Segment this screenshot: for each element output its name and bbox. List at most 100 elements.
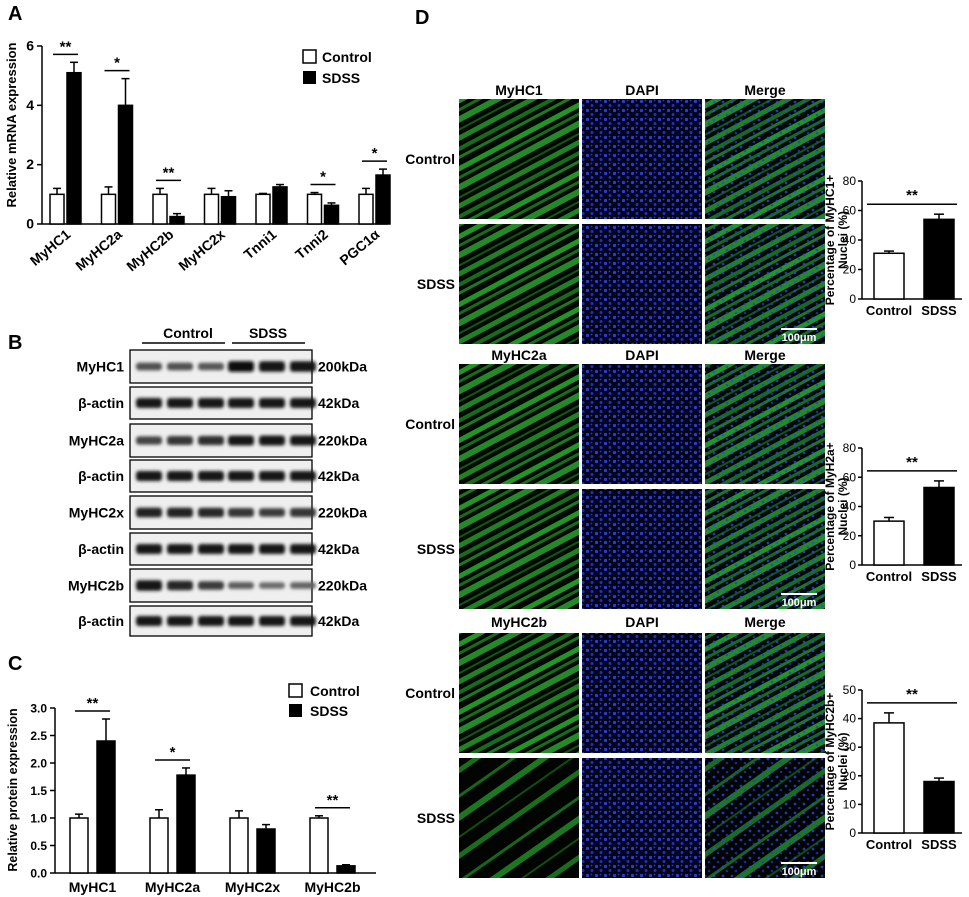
panel-d-green-image — [459, 633, 579, 753]
panel-b-letter: B — [8, 332, 22, 354]
panel-a-category-label: Tnni2 — [292, 226, 331, 262]
panel-c-y-tick-label: 0.5 — [30, 839, 47, 853]
panel-d-column-header: Merge — [744, 347, 785, 363]
panel-a-significance-label: ** — [163, 164, 175, 181]
panel-d-letter: D — [415, 7, 429, 29]
panel-a-legend-control: Control — [322, 49, 372, 65]
panel-d-row-label: SDSS — [417, 810, 455, 826]
panel-c-y-tick-label: 1.0 — [30, 812, 47, 826]
panel-b-band — [198, 362, 224, 371]
panel-a-bar-sdss — [169, 215, 185, 225]
panel-d-green-image — [459, 758, 579, 878]
panel-d-green-image — [459, 224, 579, 344]
panel-b-row-label: MyHC2x — [69, 505, 124, 521]
panel-c-y-tick-label: 2.0 — [30, 757, 47, 771]
panel-d-green-image — [459, 489, 579, 609]
panel-d-chart-y-tick-label: 30 — [843, 740, 857, 754]
panel-d-chart-y-axis-label: Percentage of MyH2a+ — [823, 442, 837, 570]
panel-b-band — [228, 435, 254, 446]
panel-b-band — [259, 397, 285, 409]
panel-a-letter: A — [8, 3, 22, 25]
panel-c: C Relative protein expression 0.0 0.5 1.0 1… — [6, 653, 376, 895]
panel-b-row-label: MyHC2a — [69, 433, 124, 449]
panel-c-bar-sdss — [256, 828, 276, 874]
panel-b-size-label: 42kDa — [318, 613, 359, 629]
panel-b-band — [136, 507, 162, 518]
panel-d-dapi-image — [582, 633, 702, 753]
panel-c-y-tick-label: 2.5 — [30, 729, 47, 743]
panel-d-chart-y-tick-label: 0 — [849, 292, 856, 306]
panel-b: B Control SDSS MyHC1 200kDa β-actin 42kDa My… — [8, 325, 367, 637]
panel-d-chart-y-tick-label: 80 — [843, 441, 857, 455]
panel-d-chart-y-tick-label: 20 — [843, 263, 857, 277]
panel-d-chart-y-tick-label: 20 — [843, 769, 857, 783]
panel-c-y-tick-label: 1.5 — [30, 784, 47, 798]
panel-d-chart-bar-control — [873, 520, 905, 566]
panel-c-significance-label: ** — [87, 695, 99, 712]
panel-b-band — [228, 615, 254, 627]
panel-d-chart-y-axis-label: Nuclei (%) — [836, 211, 850, 269]
panel-b-size-label: 220kDa — [318, 433, 367, 449]
panel-b-size-label: 42kDa — [318, 541, 359, 557]
panel-d-chart-y-tick-label: 40 — [843, 712, 857, 726]
panel-d-chart-bar-sdss — [923, 486, 955, 566]
panel-b-band — [136, 615, 162, 627]
panel-d-green-image — [459, 99, 579, 219]
panel-b-band — [290, 615, 316, 627]
panel-d-chart-y-tick-label: 0 — [849, 558, 856, 572]
panel-b-band — [259, 361, 285, 372]
panel-a-bar-control — [100, 193, 117, 225]
panel-b-band — [167, 397, 193, 409]
panel-a-significance-label: * — [320, 169, 326, 186]
panel-b-band — [136, 397, 162, 409]
panel-d-dapi-image — [582, 224, 702, 344]
panel-d-scale-bar-label: 100μm — [782, 597, 817, 609]
panel-d-chart-significance-label: ** — [906, 187, 918, 204]
panel-d: D MyHC1 DAPI Merge Control SDSS 100μm 0 20 40 60 8… — [405, 7, 962, 878]
panel-b-size-label: 220kDa — [318, 505, 367, 521]
panel-d-merge-overlay — [705, 364, 825, 484]
panel-d-chart-category-label: SDSS — [921, 837, 957, 852]
panel-b-band — [290, 361, 316, 372]
panel-d-chart-category-label: Control — [866, 303, 912, 318]
panel-b-row-label: β-actin — [78, 613, 124, 629]
panel-c-category-label: MyHC2b — [304, 879, 360, 895]
panel-a-y-tick-label: 4 — [26, 97, 34, 113]
panel-d-chart-y-tick-label: 40 — [843, 233, 857, 247]
panel-b-row-label: MyHC2b — [68, 578, 124, 594]
panel-d-column-header: DAPI — [625, 614, 658, 630]
panel-a-significance-label: * — [114, 55, 120, 72]
panel-d-chart-y-tick-label: 40 — [843, 500, 857, 514]
panel-d-scale-bar-label: 100μm — [782, 866, 817, 878]
panel-c-bar-sdss — [336, 865, 356, 874]
panel-a-bar-control — [306, 193, 323, 225]
panel-d-dapi-image — [582, 489, 702, 609]
panel-b-band — [167, 543, 193, 555]
panel-b-band — [228, 508, 254, 517]
panel-a-legend-control-swatch — [302, 49, 317, 64]
panel-b-size-label: 42kDa — [318, 468, 359, 484]
panel-d-chart-significance-label: ** — [906, 454, 918, 471]
panel-d-column-header: Merge — [744, 614, 785, 630]
panel-a-y-tick-label: 0 — [26, 216, 34, 232]
panel-a-y-tick-label: 2 — [26, 156, 34, 172]
panel-d-chart-y-tick-label: 50 — [843, 683, 857, 697]
panel-a-bar-sdss — [375, 174, 391, 225]
panel-a-y-tick-label: 6 — [26, 38, 34, 54]
panel-c-legend-sdss: SDSS — [310, 703, 348, 719]
panel-d-chart-y-tick-label: 60 — [843, 470, 857, 484]
panel-b-band — [198, 435, 224, 446]
panel-b-size-label: 220kDa — [318, 578, 367, 594]
panel-c-bar-control — [149, 817, 169, 874]
panel-d-row-label: SDSS — [417, 276, 455, 292]
panel-b-band — [136, 436, 162, 445]
panel-d-chart-y-tick-label: 60 — [843, 204, 857, 218]
panel-d-row-label: Control — [405, 416, 455, 432]
panel-c-y-tick-label: 0.0 — [30, 867, 47, 881]
panel-b-band — [136, 470, 162, 482]
panel-c-significance-label: ** — [327, 792, 339, 809]
panel-d-row-label: Control — [405, 151, 455, 167]
panel-b-band — [228, 361, 254, 372]
